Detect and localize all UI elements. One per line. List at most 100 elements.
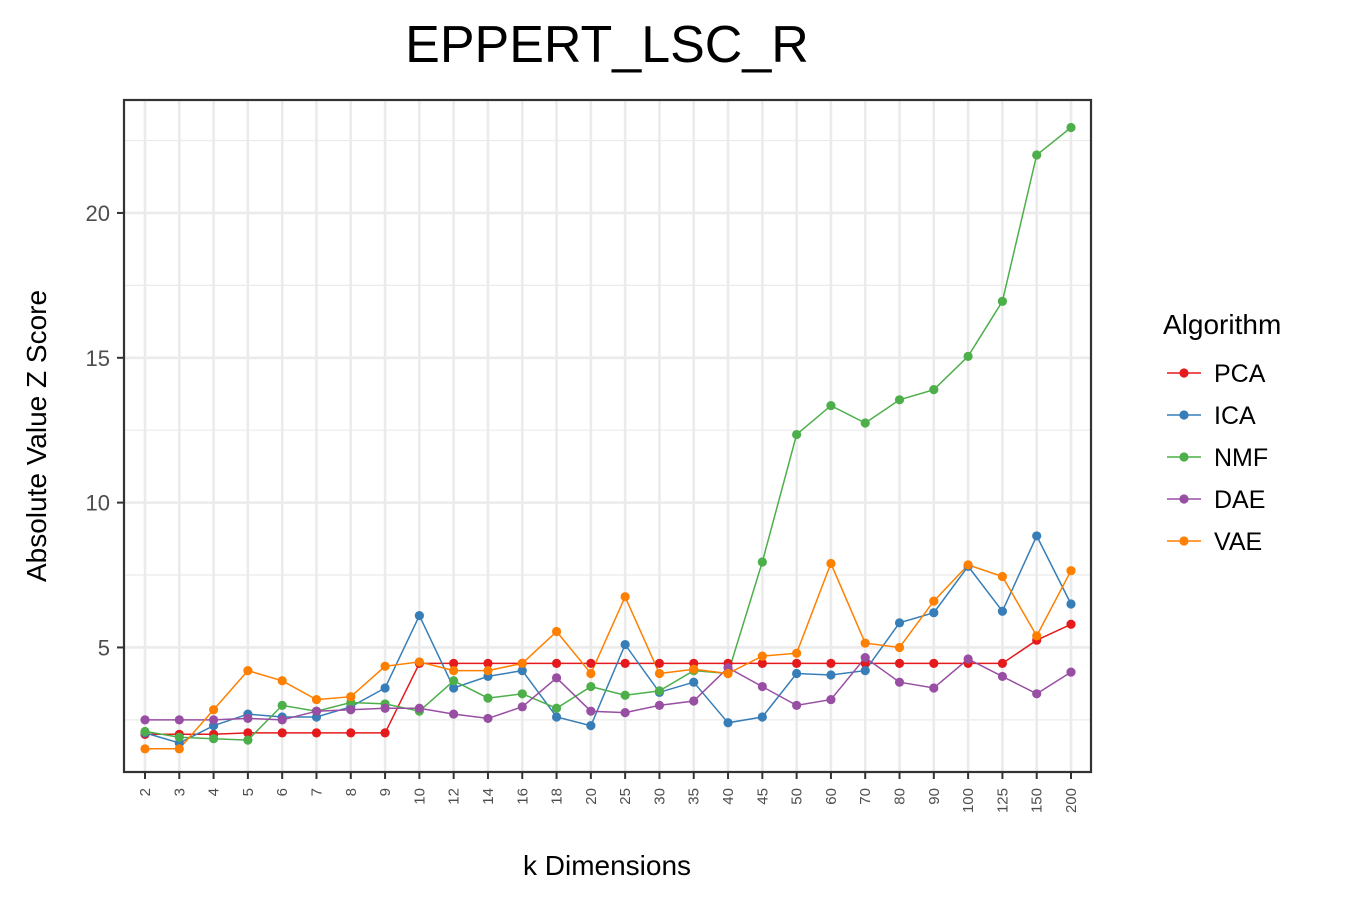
x-tick-label: 90: [926, 788, 943, 805]
data-point-pca: [894, 658, 905, 668]
data-point-ica: [757, 712, 767, 722]
data-point-vae: [963, 560, 973, 570]
data-point-pca: [449, 658, 459, 668]
series-line-ica: [144, 534, 1072, 744]
data-point-pca: [792, 658, 802, 668]
x-tick-label: 60: [823, 788, 840, 805]
data-point-vae: [689, 664, 699, 674]
data-point-nmf: [551, 703, 562, 713]
data-point-nmf: [860, 418, 870, 428]
x-tick-label: 7: [308, 788, 325, 796]
x-tick-label: 35: [686, 788, 703, 805]
data-point-vae: [723, 668, 733, 679]
legend-label: DAE: [1214, 486, 1265, 514]
data-point-pca: [551, 658, 562, 668]
data-point-nmf: [483, 693, 493, 703]
data-point-pca: [243, 728, 253, 738]
data-point-nmf: [277, 700, 287, 710]
data-point-dae: [826, 694, 836, 705]
data-point-vae: [654, 668, 665, 679]
data-point-dae: [380, 703, 390, 713]
data-point-vae: [243, 666, 253, 676]
data-point-ica: [449, 683, 459, 693]
x-tick-label: 3: [171, 788, 188, 796]
data-point-pca: [929, 658, 939, 668]
legend-label: NMF: [1214, 444, 1268, 472]
data-point-dae: [1032, 689, 1042, 699]
x-tick-label: 150: [1029, 788, 1046, 813]
data-point-ica: [517, 666, 527, 676]
data-point-ica: [826, 670, 836, 680]
data-point-vae: [208, 705, 219, 715]
data-point-pca: [1066, 619, 1076, 629]
x-tick-label: 45: [754, 788, 771, 805]
legend-item-ica: ICA: [1167, 402, 1256, 430]
data-point-dae: [689, 696, 699, 706]
data-point-nmf: [1066, 122, 1076, 133]
x-tick-label: 12: [446, 788, 463, 805]
legend-title: Algorithm: [1163, 309, 1281, 340]
x-tick-label: 5: [240, 788, 257, 796]
legend-item-vae: VAE: [1167, 528, 1262, 556]
data-point-dae: [654, 700, 665, 710]
data-point-vae: [174, 744, 184, 754]
data-point-dae: [449, 709, 459, 719]
x-tick-label: 100: [960, 788, 977, 813]
data-point-ica: [929, 608, 939, 618]
data-point-dae: [140, 715, 150, 725]
legend-item-dae: DAE: [1167, 486, 1265, 514]
x-tick-label: 18: [549, 788, 566, 805]
legend-key-point: [1179, 494, 1189, 504]
data-point-ica: [792, 668, 802, 679]
data-point-dae: [551, 673, 562, 683]
data-point-ica: [620, 639, 630, 650]
y-axis-title: Absolute Value Z Score: [21, 290, 52, 582]
data-point-vae: [449, 666, 459, 676]
panel-border: [122, 98, 1093, 774]
x-tick-label: 14: [480, 788, 497, 805]
data-point-dae: [208, 715, 219, 725]
series-points: [140, 122, 1076, 754]
chart-title: EPPERT_LSC_R: [405, 16, 809, 74]
x-tick-label: 8: [343, 788, 360, 796]
series-line-dae: [145, 656, 1072, 721]
data-point-pca: [346, 728, 356, 738]
legend-label: ICA: [1214, 402, 1256, 430]
legend-item-nmf: NMF: [1167, 444, 1268, 472]
series-line-vae: [145, 561, 1072, 750]
x-tick-label: 40: [720, 788, 737, 805]
series-line-nmf: [144, 126, 1072, 741]
panel-background: [124, 100, 1091, 772]
data-point-pca: [380, 728, 390, 738]
data-point-pca: [757, 658, 767, 668]
data-point-dae: [894, 677, 905, 687]
data-point-dae: [586, 706, 596, 716]
data-point-ica: [1066, 599, 1076, 609]
legend: Algorithm PCA ICA NMF DAE VAE: [1163, 309, 1281, 556]
x-tick-label: 16: [514, 788, 531, 805]
data-point-dae: [757, 681, 767, 692]
data-point-vae: [1032, 631, 1042, 641]
data-point-pca: [586, 658, 596, 668]
legend-key-point: [1179, 410, 1189, 420]
x-tick-label: 20: [583, 788, 600, 805]
data-point-dae: [929, 683, 939, 693]
data-point-ica: [689, 677, 699, 687]
data-point-vae: [311, 694, 322, 705]
data-point-nmf: [208, 734, 219, 744]
x-tick-label: 50: [789, 788, 806, 805]
series-line-pca: [145, 623, 1072, 736]
legend-key-point: [1179, 536, 1189, 546]
data-point-ica: [551, 712, 562, 722]
data-point-vae: [140, 744, 150, 754]
data-point-nmf: [586, 681, 596, 692]
x-tick-label: 70: [857, 788, 874, 805]
data-point-dae: [174, 715, 184, 725]
x-tick-label: 9: [377, 788, 394, 796]
data-point-vae: [551, 626, 562, 637]
data-point-pca: [997, 658, 1008, 668]
data-point-nmf: [517, 689, 527, 699]
x-axis-title: k Dimensions: [523, 850, 691, 881]
